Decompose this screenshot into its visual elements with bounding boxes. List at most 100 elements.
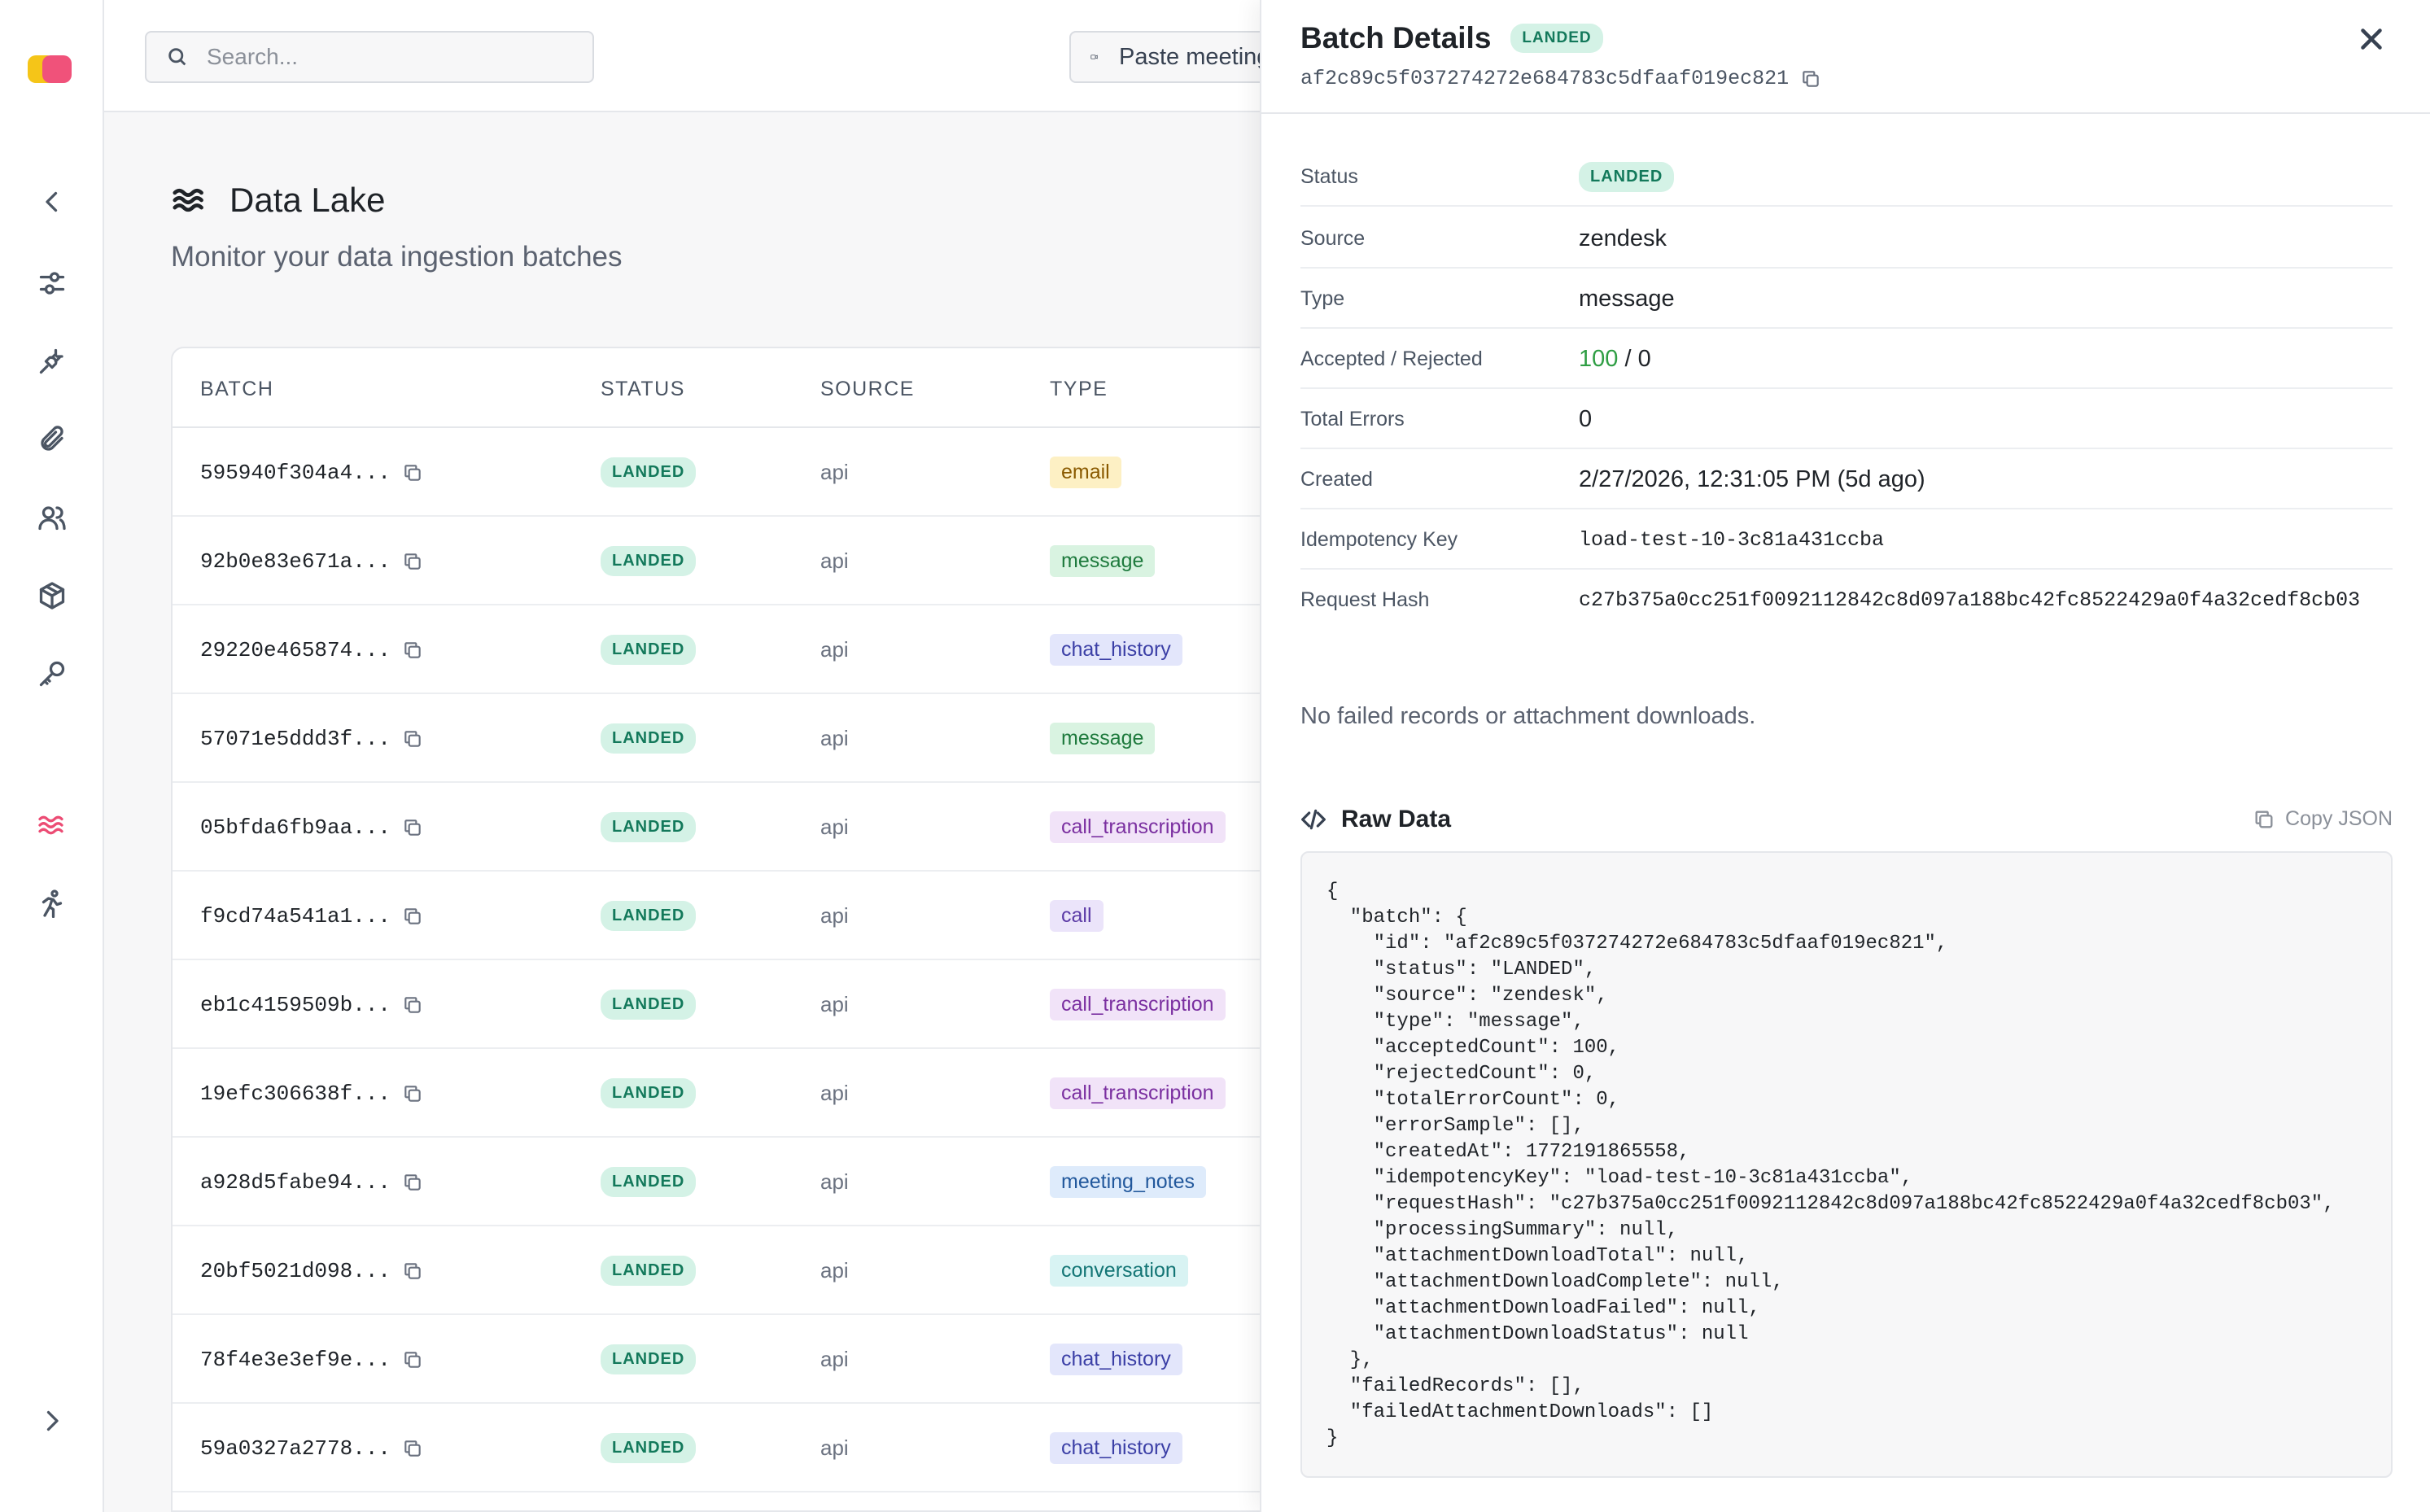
copy-json-label: Copy JSON [2285, 807, 2393, 830]
copy-icon[interactable] [402, 728, 423, 749]
copy-icon[interactable] [402, 817, 423, 838]
table-header: BATCH STATUS SOURCE TYPE [173, 348, 1309, 428]
raw-json-text: { "batch": { "id": "af2c89c5f037274272e6… [1326, 881, 2335, 1449]
table-row[interactable]: 78f4e3e3ef9e... LANDED api chat_history [173, 1315, 1309, 1404]
key-icon[interactable] [36, 658, 68, 690]
copy-icon[interactable] [402, 1172, 423, 1193]
plug-icon[interactable] [36, 345, 68, 378]
raw-json-block[interactable]: { "batch": { "id": "af2c89c5f037274272e6… [1300, 851, 2393, 1478]
app-logo[interactable] [28, 55, 72, 83]
status-cell: LANDED [601, 1226, 697, 1315]
expand-right-icon[interactable] [36, 1405, 68, 1437]
field-accepted-rejected: Accepted / Rejected 100 / 0 [1300, 329, 2393, 389]
status-badge: LANDED [601, 901, 697, 931]
field-request-hash: Request Hash c27b375a0cc251f0092112842c8… [1300, 570, 2393, 630]
type-cell: message [1050, 694, 1156, 783]
field-value: c27b375a0cc251f0092112842c8d097a188bc42f… [1579, 588, 2361, 612]
copy-icon[interactable] [402, 551, 423, 572]
copy-icon[interactable] [402, 462, 423, 483]
table-row[interactable]: a928d5fabe94... LANDED api meeting_notes [173, 1138, 1309, 1226]
batch-id[interactable]: f9cd74a541a1... [200, 903, 391, 929]
status-badge: LANDED [601, 1344, 697, 1374]
batch-id[interactable]: 29220e465874... [200, 637, 391, 662]
copy-icon[interactable] [402, 906, 423, 927]
raw-data-title-text: Raw Data [1341, 806, 1452, 832]
copy-icon[interactable] [402, 1438, 423, 1459]
type-cell: chat_history [1050, 1315, 1182, 1404]
paperclip-icon[interactable] [36, 423, 68, 456]
drawer-status-badge: LANDED [1510, 24, 1603, 53]
source-value: api [820, 815, 849, 839]
users-icon[interactable] [36, 501, 68, 534]
column-header-source[interactable]: SOURCE [820, 378, 915, 400]
close-icon[interactable] [2357, 24, 2386, 54]
copy-icon[interactable] [402, 1261, 423, 1282]
status-cell: LANDED [601, 428, 697, 517]
copy-icon[interactable] [402, 1083, 423, 1104]
table-row[interactable]: 05bfda6fb9aa... LANDED api call_transcri… [173, 783, 1309, 872]
field-label: Created [1300, 467, 1373, 491]
batches-table: BATCH STATUS SOURCE TYPE 595940f304a4...… [171, 347, 1310, 1512]
sliders-icon[interactable] [36, 267, 68, 299]
source-value: api [820, 548, 849, 573]
column-header-batch[interactable]: BATCH [200, 378, 274, 400]
source-value: api [820, 1258, 849, 1283]
table-row[interactable]: 29220e465874... LANDED api chat_history [173, 605, 1309, 694]
batch-id-text[interactable]: af2c89c5f037274272e684783c5dfaaf019ec821 [1300, 67, 1790, 90]
column-header-status[interactable]: STATUS [601, 378, 685, 400]
batch-id[interactable]: 595940f304a4... [200, 460, 391, 485]
copy-icon[interactable] [402, 1349, 423, 1370]
package-icon[interactable] [36, 579, 68, 612]
batch-cell: 29220e465874... [200, 605, 423, 694]
field-value: 100 / 0 [1579, 329, 1651, 389]
table-row[interactable]: 59a0327a2778... LANDED api chat_history [173, 1404, 1309, 1492]
batch-id[interactable]: eb1c4159509b... [200, 992, 391, 1017]
type-cell: email [1050, 428, 1121, 517]
copy-icon[interactable] [1800, 68, 1821, 90]
table-row[interactable]: f9cd74a541a1... LANDED api call [173, 872, 1309, 960]
collapse-left-icon[interactable] [36, 186, 68, 218]
copy-icon[interactable] [402, 994, 423, 1016]
drawer-title: Batch Details LANDED [1300, 21, 1603, 55]
source-value: api [820, 726, 849, 750]
source-value: api [820, 1347, 849, 1371]
source-value: api [820, 1169, 849, 1194]
rejected-count: 0 [1637, 345, 1651, 372]
waves-icon[interactable] [36, 809, 68, 841]
search-input[interactable] [207, 44, 565, 70]
drawer-header: Batch Details LANDED af2c89c5f037274272e… [1261, 0, 2430, 114]
table-row[interactable]: eb1c4159509b... LANDED api call_transcri… [173, 960, 1309, 1049]
batch-id[interactable]: 57071e5ddd3f... [200, 726, 391, 751]
batch-id[interactable]: 20bf5021d098... [200, 1258, 391, 1283]
batch-id[interactable]: 05bfda6fb9aa... [200, 815, 391, 840]
field-type: Type message [1300, 269, 2393, 329]
batch-id[interactable]: 19efc306638f... [200, 1081, 391, 1106]
search-box[interactable] [145, 31, 594, 83]
batch-id[interactable]: a928d5fabe94... [200, 1169, 391, 1195]
status-cell: LANDED [601, 1404, 697, 1492]
source-cell: api [820, 783, 849, 872]
left-rail [0, 0, 104, 1512]
field-value: LANDED [1579, 146, 1675, 207]
drawer-title-text: Batch Details [1300, 21, 1492, 55]
type-cell: conversation [1050, 1226, 1188, 1315]
batch-cell: 19efc306638f... [200, 1049, 423, 1138]
raw-data-title: Raw Data [1300, 806, 1451, 833]
type-badge: chat_history [1050, 1432, 1182, 1464]
copy-json-button[interactable]: Copy JSON [2253, 807, 2393, 831]
batch-id[interactable]: 59a0327a2778... [200, 1436, 391, 1461]
table-row[interactable]: 92b0e83e671a... LANDED api message [173, 517, 1309, 605]
table-row[interactable]: 595940f304a4... LANDED api email [173, 428, 1309, 517]
table-row[interactable]: 19efc306638f... LANDED api call_transcri… [173, 1049, 1309, 1138]
column-header-type[interactable]: TYPE [1050, 378, 1108, 400]
table-row[interactable]: 20bf5021d098... LANDED api conversation [173, 1226, 1309, 1315]
type-cell: chat_history [1050, 605, 1182, 694]
status-cell: LANDED [601, 517, 697, 605]
batch-id[interactable]: 78f4e3e3ef9e... [200, 1347, 391, 1372]
source-value: api [820, 992, 849, 1016]
copy-icon [2255, 811, 2273, 828]
batch-id[interactable]: 92b0e83e671a... [200, 548, 391, 574]
copy-icon[interactable] [402, 640, 423, 661]
table-row[interactable]: 57071e5ddd3f... LANDED api message [173, 694, 1309, 783]
runner-icon[interactable] [36, 887, 68, 920]
